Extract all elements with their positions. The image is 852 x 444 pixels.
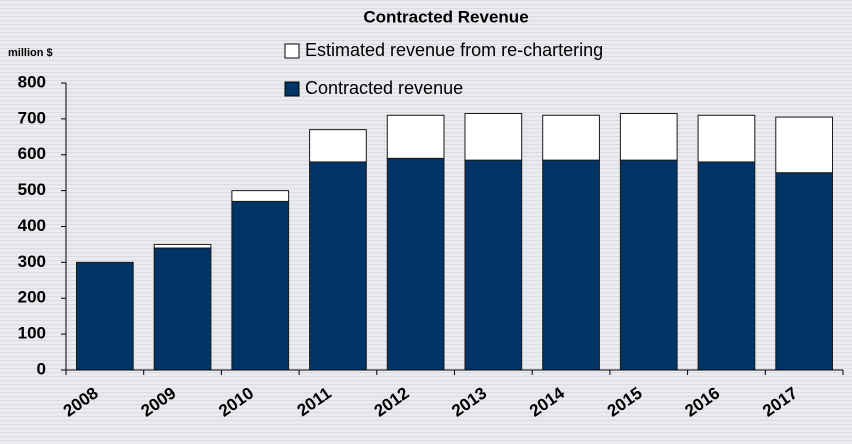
y-tick-label: 100 — [18, 324, 46, 343]
y-tick-label: 600 — [18, 144, 46, 163]
bar-segment — [231, 200, 290, 371]
bar-segment — [309, 129, 367, 163]
y-tick-label: 700 — [18, 108, 46, 127]
y-tick-label: 300 — [18, 252, 46, 271]
bar-segment — [464, 159, 523, 371]
legend-swatch — [284, 81, 300, 97]
bar-segment — [386, 114, 445, 159]
y-tick-label: 400 — [18, 216, 46, 235]
y-tick-label: 0 — [37, 359, 46, 378]
legend-label: Estimated revenue from re-chartering — [305, 40, 603, 60]
bar-segment — [231, 190, 290, 202]
bar-segment — [775, 172, 834, 371]
bar-segment — [309, 161, 367, 371]
bar-segment — [75, 261, 134, 371]
bar-segment — [464, 112, 523, 161]
bar-segment — [153, 243, 212, 249]
bar-segment — [775, 116, 834, 174]
bar-segment — [542, 114, 600, 161]
y-tick-label: 500 — [18, 180, 46, 199]
legend-label: Contracted revenue — [305, 78, 463, 98]
legend-swatch — [284, 43, 300, 59]
bar-segment — [619, 159, 678, 371]
y-tick-label: 800 — [18, 72, 46, 91]
bar-segment — [153, 247, 212, 371]
bar-segment — [619, 112, 678, 161]
bar-segment — [697, 114, 756, 163]
chart-title: Contracted Revenue — [363, 7, 528, 26]
bar-segment — [697, 161, 756, 371]
bar-segment — [542, 159, 600, 371]
y-tick-label: 200 — [18, 288, 46, 307]
y-axis-label: million $ — [8, 47, 53, 59]
bar-segment — [386, 157, 445, 371]
